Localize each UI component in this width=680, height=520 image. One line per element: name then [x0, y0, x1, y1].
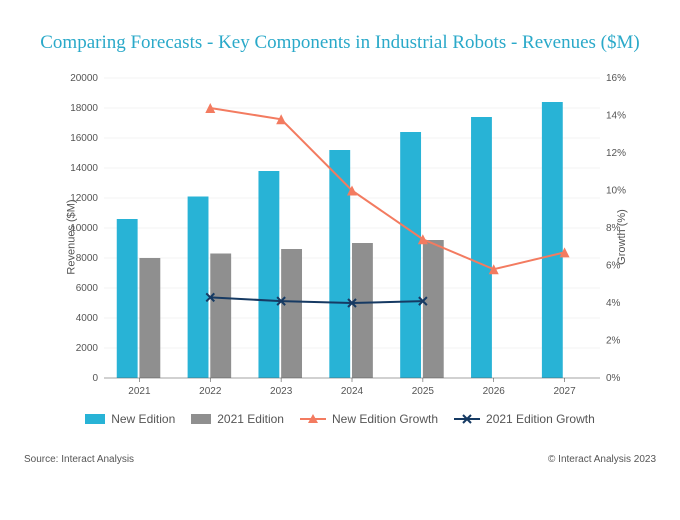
- svg-text:20000: 20000: [70, 73, 98, 84]
- svg-text:8000: 8000: [76, 253, 99, 264]
- legend-label: 2021 Edition: [217, 412, 284, 426]
- footer: Source: Interact Analysis © Interact Ana…: [24, 454, 656, 465]
- svg-text:14000: 14000: [70, 163, 98, 174]
- bar: [210, 254, 231, 379]
- svg-text:2026: 2026: [483, 386, 506, 397]
- bar: [542, 102, 563, 378]
- bar: [188, 197, 209, 379]
- y-axis-left-label: Revenues ($M): [66, 199, 78, 274]
- source-text: Source: Interact Analysis: [24, 454, 134, 465]
- svg-text:0: 0: [92, 373, 98, 384]
- svg-text:6000: 6000: [76, 283, 99, 294]
- legend-label: 2021 Edition Growth: [486, 412, 595, 426]
- svg-text:2023: 2023: [270, 386, 293, 397]
- svg-text:2021: 2021: [128, 386, 151, 397]
- svg-text:4%: 4%: [606, 298, 621, 309]
- svg-text:10%: 10%: [606, 186, 626, 197]
- svg-text:2024: 2024: [341, 386, 364, 397]
- svg-text:2%: 2%: [606, 336, 621, 347]
- copyright-text: © Interact Analysis 2023: [548, 454, 656, 465]
- line-series: [210, 297, 423, 303]
- legend-label: New Edition Growth: [332, 412, 438, 426]
- legend-swatch: [191, 414, 211, 424]
- svg-text:18000: 18000: [70, 103, 98, 114]
- legend-line-icon: [300, 413, 326, 425]
- legend-item: New Edition: [85, 412, 175, 426]
- svg-text:4000: 4000: [76, 313, 99, 324]
- legend-item: 2021 Edition: [191, 412, 284, 426]
- bar: [423, 240, 444, 378]
- svg-text:2027: 2027: [553, 386, 576, 397]
- svg-text:2000: 2000: [76, 343, 99, 354]
- bar: [117, 219, 138, 378]
- chart-area: Revenues ($M) Growth (%) 020004000600080…: [24, 72, 656, 402]
- legend: New Edition 2021 Edition New Edition Growt…: [24, 412, 656, 426]
- bar: [281, 249, 302, 378]
- bar: [471, 117, 492, 378]
- legend-line-icon: [454, 413, 480, 425]
- bar: [400, 132, 421, 378]
- chart-title: Comparing Forecasts - Key Components in …: [24, 32, 656, 54]
- legend-item: 2021 Edition Growth: [454, 412, 595, 426]
- bar: [139, 258, 160, 378]
- svg-text:0%: 0%: [606, 373, 621, 384]
- legend-item: New Edition Growth: [300, 412, 438, 426]
- legend-swatch: [85, 414, 105, 424]
- chart-container: Comparing Forecasts - Key Components in …: [0, 0, 680, 520]
- y-axis-right-label: Growth (%): [616, 209, 628, 265]
- svg-text:12%: 12%: [606, 148, 626, 159]
- svg-text:2025: 2025: [412, 386, 435, 397]
- svg-text:14%: 14%: [606, 111, 626, 122]
- bar: [258, 171, 279, 378]
- svg-text:16%: 16%: [606, 73, 626, 84]
- bar: [352, 243, 373, 378]
- chart-svg: 0200040006000800010000120001400016000180…: [24, 72, 656, 402]
- legend-label: New Edition: [111, 412, 175, 426]
- svg-text:2022: 2022: [199, 386, 222, 397]
- svg-text:16000: 16000: [70, 133, 98, 144]
